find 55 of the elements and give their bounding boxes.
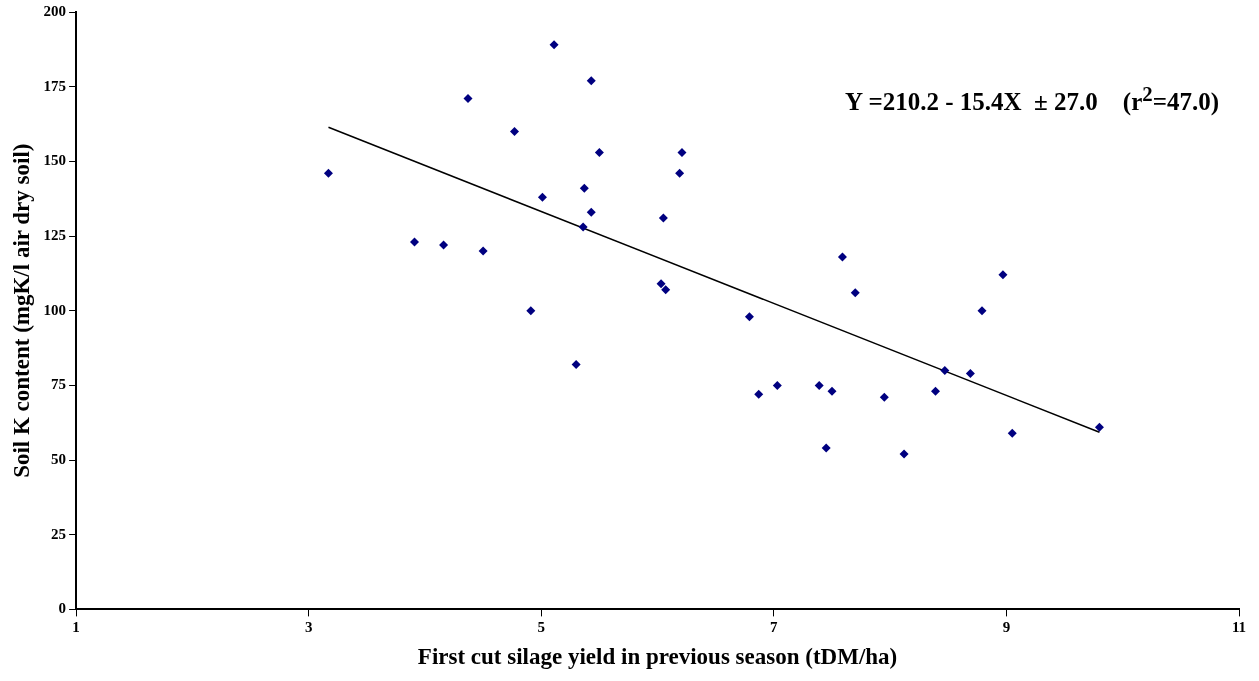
y-tick-label: 150: [43, 152, 67, 169]
annotation: Y =210.2 - 15.4X ± 27.0 (r$^{2}$=47.0): [845, 82, 1219, 117]
point: [677, 147, 687, 157]
point: [744, 312, 754, 322]
point: [510, 126, 520, 136]
x-tick-label: 3: [304, 619, 313, 636]
y-tick-label: 100: [43, 301, 67, 318]
x-tick-label: 1: [72, 619, 80, 636]
x-tick-label: 5: [537, 619, 546, 636]
y-tick-label: 175: [43, 77, 67, 94]
point: [965, 368, 975, 378]
point: [656, 279, 666, 289]
point: [837, 252, 847, 262]
x-tick-label: 11: [1231, 619, 1247, 636]
point: [658, 213, 668, 223]
x-axis-title: First cut silage yield in previous season (tDM/ha): [417, 644, 898, 670]
point: [772, 380, 782, 390]
point: [940, 365, 950, 375]
point: [850, 288, 860, 298]
point: [549, 40, 559, 50]
point: [578, 222, 588, 232]
point: [754, 389, 764, 399]
point: [1007, 428, 1017, 438]
point: [899, 449, 909, 459]
point: [930, 386, 940, 396]
point: [579, 183, 589, 193]
point: [439, 240, 449, 250]
point: [594, 147, 604, 157]
y-axis-title: Soil K content (mgK/l air dry soil): [8, 143, 34, 478]
point: [537, 192, 547, 202]
y-tick-label: 125: [43, 226, 67, 243]
y-tick-label: 50: [51, 450, 67, 467]
point: [586, 76, 596, 86]
point: [1094, 422, 1104, 432]
x-tick-label: 7: [770, 619, 779, 636]
point: [463, 94, 473, 104]
point: [827, 386, 837, 396]
point: [661, 285, 671, 295]
point: [478, 246, 488, 256]
x-tick-label: 9: [1002, 619, 1011, 636]
point: [998, 270, 1008, 280]
point: [814, 380, 824, 390]
y-tick-label: 200: [43, 2, 67, 19]
point: [571, 359, 581, 369]
y-tick-label: 0: [58, 600, 67, 617]
point: [526, 306, 536, 316]
y-tick-label: 75: [51, 376, 67, 393]
point: [323, 168, 333, 178]
y-tick-label: 25: [51, 525, 67, 542]
point: [586, 207, 596, 217]
point: [410, 237, 419, 247]
point: [821, 443, 831, 453]
point: [675, 168, 685, 178]
point: [879, 392, 889, 402]
point: [977, 306, 987, 316]
